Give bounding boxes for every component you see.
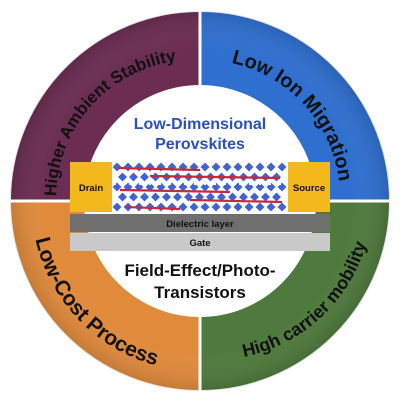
dielectric-label: Dielectric layer — [166, 219, 234, 230]
lattice-octahedron — [111, 201, 123, 213]
lattice-octahedron — [116, 191, 129, 203]
source-electrode — [288, 162, 330, 212]
lattice-octahedron — [199, 201, 211, 213]
organic-spacer-strand — [149, 174, 281, 180]
drain-electrode — [70, 162, 112, 212]
gate-layer — [70, 233, 330, 251]
lattice-octahedron — [149, 191, 162, 203]
lattice-octahedron — [138, 171, 151, 183]
organic-spacer-strand — [189, 198, 283, 204]
lattice-octahedron — [276, 161, 288, 173]
lattice-octahedron — [199, 161, 211, 173]
organic-spacer-strand — [119, 188, 231, 194]
center-title-line1: Low-Dimensional — [134, 116, 266, 133]
lattice-octahedron — [127, 191, 140, 203]
lattice-octahedron — [221, 161, 233, 173]
lattice-octahedron — [221, 201, 233, 213]
lattice-octahedron — [215, 191, 228, 203]
lattice-octahedron — [171, 191, 184, 203]
lattice-octahedron — [265, 161, 277, 173]
lattice-octahedron — [177, 201, 189, 213]
lattice-octahedron — [254, 201, 266, 213]
perovskite-lattice — [111, 161, 288, 213]
lattice-octahedron — [254, 161, 266, 173]
lattice-octahedron — [116, 171, 129, 183]
lattice-octahedron — [210, 161, 222, 173]
organic-spacer-strand — [124, 205, 181, 211]
lattice-octahedron — [276, 201, 288, 213]
lattice-octahedron — [254, 181, 266, 193]
source-label: Source — [293, 183, 325, 194]
lattice-octahedron — [127, 171, 140, 183]
gate-label: Gate — [189, 238, 210, 249]
dielectric-layer — [70, 214, 330, 232]
lattice-octahedron — [232, 201, 244, 213]
lattice-octahedron — [122, 161, 134, 173]
drain-label: Drain — [79, 183, 103, 194]
lattice-octahedron — [160, 191, 173, 203]
lattice-octahedron — [155, 181, 167, 193]
lattice-octahedron — [188, 201, 200, 213]
device-line2: Transistors — [154, 283, 246, 302]
lattice-octahedron — [243, 181, 255, 193]
device-line1: Field-Effect/Photo- — [124, 261, 275, 280]
lattice-octahedron — [138, 191, 151, 203]
lattice-octahedron — [265, 181, 277, 193]
lattice-octahedron — [265, 201, 277, 213]
organic-spacer-strand — [117, 166, 201, 172]
lattice-octahedron — [210, 201, 222, 213]
lattice-octahedron — [243, 161, 255, 173]
center-title-line2: Perovskites — [155, 136, 245, 153]
lattice-octahedron — [243, 201, 255, 213]
lattice-octahedron — [232, 161, 244, 173]
lattice-octahedron — [111, 161, 123, 173]
